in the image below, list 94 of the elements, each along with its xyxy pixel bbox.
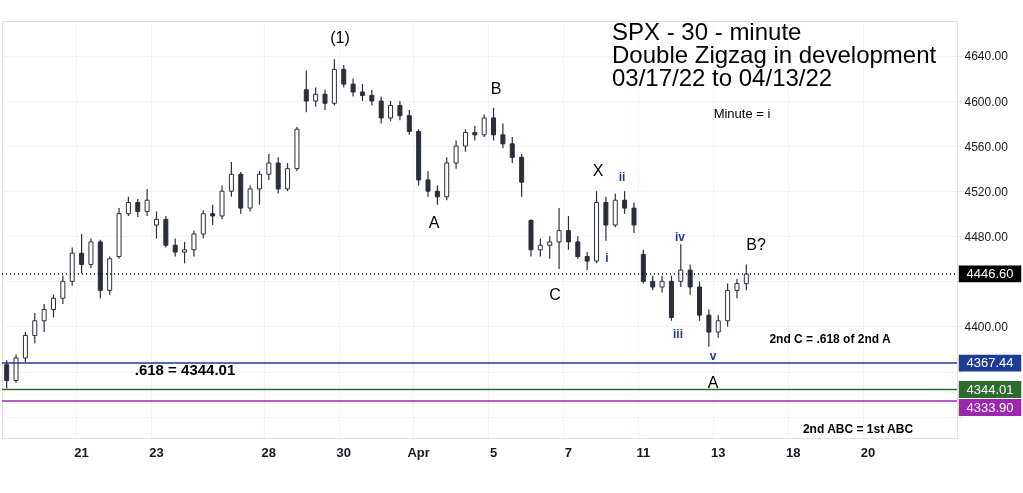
- x-tick-label: 23: [149, 444, 164, 460]
- candlestick: [715, 314, 721, 339]
- candlestick: [60, 275, 66, 305]
- y-tick-label: 4600.00: [964, 94, 1009, 109]
- candlestick: [13, 354, 19, 384]
- candlestick: [135, 198, 141, 218]
- ref-line-label: 4333.90: [966, 399, 1014, 415]
- candlestick: [509, 136, 515, 164]
- y-tick-label: 4640.00: [964, 49, 1009, 64]
- ref-line-label: 4367.44: [966, 355, 1014, 371]
- x-tick-label: 18: [785, 444, 801, 460]
- candlestick: [678, 243, 684, 288]
- candlestick: [556, 207, 562, 270]
- candlestick: [210, 204, 216, 226]
- candlestick: [41, 303, 47, 333]
- candlestick: [453, 139, 459, 170]
- x-tick-label: 5: [489, 444, 498, 460]
- candlestick: [4, 359, 10, 390]
- candlestick: [32, 312, 38, 344]
- candlestick: [603, 196, 609, 242]
- candlestick: [565, 215, 571, 251]
- candlestick: [584, 251, 590, 271]
- ref-line-label: 4446.60: [966, 265, 1014, 281]
- x-tick-label: 30: [336, 444, 351, 460]
- candlestick: [425, 170, 431, 198]
- candlestick: [388, 100, 394, 122]
- annotation: iv: [674, 230, 686, 244]
- candlestick: [622, 190, 628, 215]
- candlestick: [350, 77, 356, 98]
- candlestick: [631, 201, 637, 234]
- candlestick: [491, 107, 497, 142]
- text: SPX - 30 - minute Double Zigzag in development 03/17/22 to 04/13/22: [612, 18, 937, 91]
- candlestick: [313, 86, 319, 108]
- annotation: 2nd ABC = 1st ABC: [802, 422, 914, 436]
- candlestick: [144, 188, 150, 217]
- annotation: X: [592, 162, 604, 179]
- annotation: B: [490, 80, 502, 97]
- candlestick: [434, 184, 440, 206]
- candlestick: [322, 89, 328, 111]
- y-tick-label: 4520.00: [964, 184, 1009, 199]
- candlestick: [200, 209, 206, 240]
- candlestick: [743, 263, 749, 291]
- candlestick: [341, 64, 347, 89]
- ref-line-label: 4344.01: [966, 381, 1014, 397]
- x-tick-label: 21: [74, 444, 89, 460]
- candlestick: [659, 275, 665, 294]
- y-tick-label: 4560.00: [964, 139, 1009, 154]
- annotation: 2nd C = .618 of 2nd A: [769, 332, 891, 346]
- candlestick: [51, 294, 56, 319]
- candlestick: [303, 69, 309, 113]
- annotation: C: [549, 286, 561, 303]
- candlestick: [182, 241, 188, 264]
- candlestick: [125, 196, 131, 217]
- x-tick-label: 7: [564, 444, 573, 460]
- annotation: .618 = 4344.01: [134, 361, 236, 378]
- x-tick-label: 13: [711, 444, 726, 460]
- candlestick: [191, 230, 197, 258]
- candlestick: [462, 128, 468, 153]
- candlestick: [481, 113, 487, 138]
- candlestick: [228, 161, 234, 198]
- candlestick: [22, 331, 28, 364]
- candlestick: [256, 170, 262, 206]
- x-tick-label: 20: [860, 444, 876, 460]
- candlestick: [285, 162, 291, 192]
- annotation: ii: [618, 170, 626, 184]
- y-tick-label: 4480.00: [964, 229, 1009, 244]
- x-tick-label: 28: [261, 444, 277, 460]
- candlestick: [153, 210, 159, 240]
- annotation: A: [707, 374, 719, 391]
- candlestick: [88, 237, 94, 269]
- candlestick: [247, 184, 253, 213]
- annotation: iii: [672, 327, 684, 341]
- candlestick: [79, 233, 85, 275]
- annotation: i: [605, 251, 609, 265]
- annotation: A: [428, 214, 440, 231]
- annotation: B?: [746, 236, 766, 253]
- candlestick: [706, 308, 712, 348]
- candlestick: [172, 237, 178, 258]
- candlestick: [537, 237, 543, 258]
- candlestick: [266, 153, 272, 181]
- x-tick-label: Apr: [407, 444, 430, 460]
- candlestick: [547, 235, 553, 260]
- annotation: v: [709, 349, 717, 363]
- candlestick: [397, 100, 403, 121]
- candlestick: [575, 235, 581, 260]
- candlestick: [500, 122, 506, 149]
- candlestick: [406, 109, 412, 136]
- candlestick: [734, 278, 740, 299]
- candlestick: [687, 263, 693, 296]
- candlestick: [378, 95, 384, 125]
- y-tick-label: 4400.00: [964, 319, 1009, 334]
- annotation: Minute = i: [713, 106, 771, 121]
- x-tick-label: 11: [636, 444, 651, 460]
- annotation: (1): [330, 29, 350, 46]
